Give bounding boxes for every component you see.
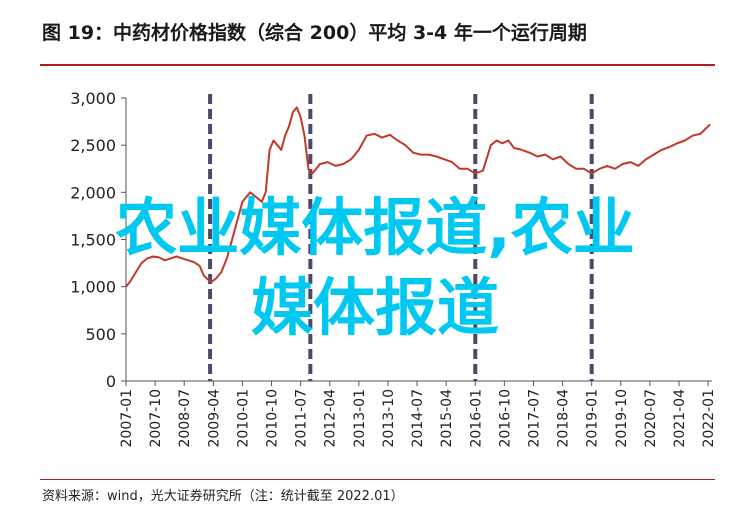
y-tick-label: 3,000 xyxy=(70,89,116,108)
y-tick-label: 1,000 xyxy=(70,278,116,297)
chart-series xyxy=(125,106,711,288)
y-tick-label: 1,500 xyxy=(70,231,116,250)
x-tick-label: 2019-10 xyxy=(614,389,630,448)
cycle-markers xyxy=(208,94,594,381)
x-tick-label: 2016-01 xyxy=(468,389,484,448)
x-tick-label: 2010-10 xyxy=(265,389,281,448)
x-tick-label: 2009-04 xyxy=(206,389,222,448)
x-tick-label: 2022-01 xyxy=(701,389,717,448)
x-tick-label: 2013-01 xyxy=(352,389,368,448)
x-tick-label: 2015-04 xyxy=(439,389,455,448)
x-tick-label: 2021-04 xyxy=(672,389,688,448)
x-tick-label: 2019-01 xyxy=(585,389,601,448)
x-tick-label: 2013-10 xyxy=(381,389,397,448)
x-tick-label: 2014-07 xyxy=(410,389,426,448)
x-tick-label: 2018-04 xyxy=(556,389,572,448)
x-tick-label: 2020-07 xyxy=(643,389,659,448)
chart-title: 图 19：中药材价格指数（综合 200）平均 3-4 年一个运行周期 xyxy=(42,22,587,44)
x-tick-label: 2010-01 xyxy=(235,389,251,448)
chart-axes: 0 500 1,000 1,500 2,000 2,500 3,000 2007-01 2007… xyxy=(70,89,717,448)
source-note: 资料来源：wind，光大证券研究所（注：统计截至 2022.01） xyxy=(42,489,404,504)
y-tick-label: 0 xyxy=(106,372,116,391)
source-rule xyxy=(40,479,715,480)
x-tick-label: 2008-07 xyxy=(177,389,193,448)
y-tick-label: 2,000 xyxy=(70,183,116,202)
x-tick-label: 2011-07 xyxy=(294,389,310,448)
x-tick-label: 2017-07 xyxy=(526,389,542,448)
x-tick-label: 2012-04 xyxy=(323,389,339,448)
x-tick-label: 2016-10 xyxy=(497,389,513,448)
title-rule xyxy=(40,64,715,66)
y-tick-label: 500 xyxy=(85,325,116,344)
series-line xyxy=(125,106,711,288)
x-tick-label: 2007-01 xyxy=(119,389,135,448)
y-tick-label: 2,500 xyxy=(70,136,116,155)
x-tick-label: 2007-10 xyxy=(148,389,164,448)
